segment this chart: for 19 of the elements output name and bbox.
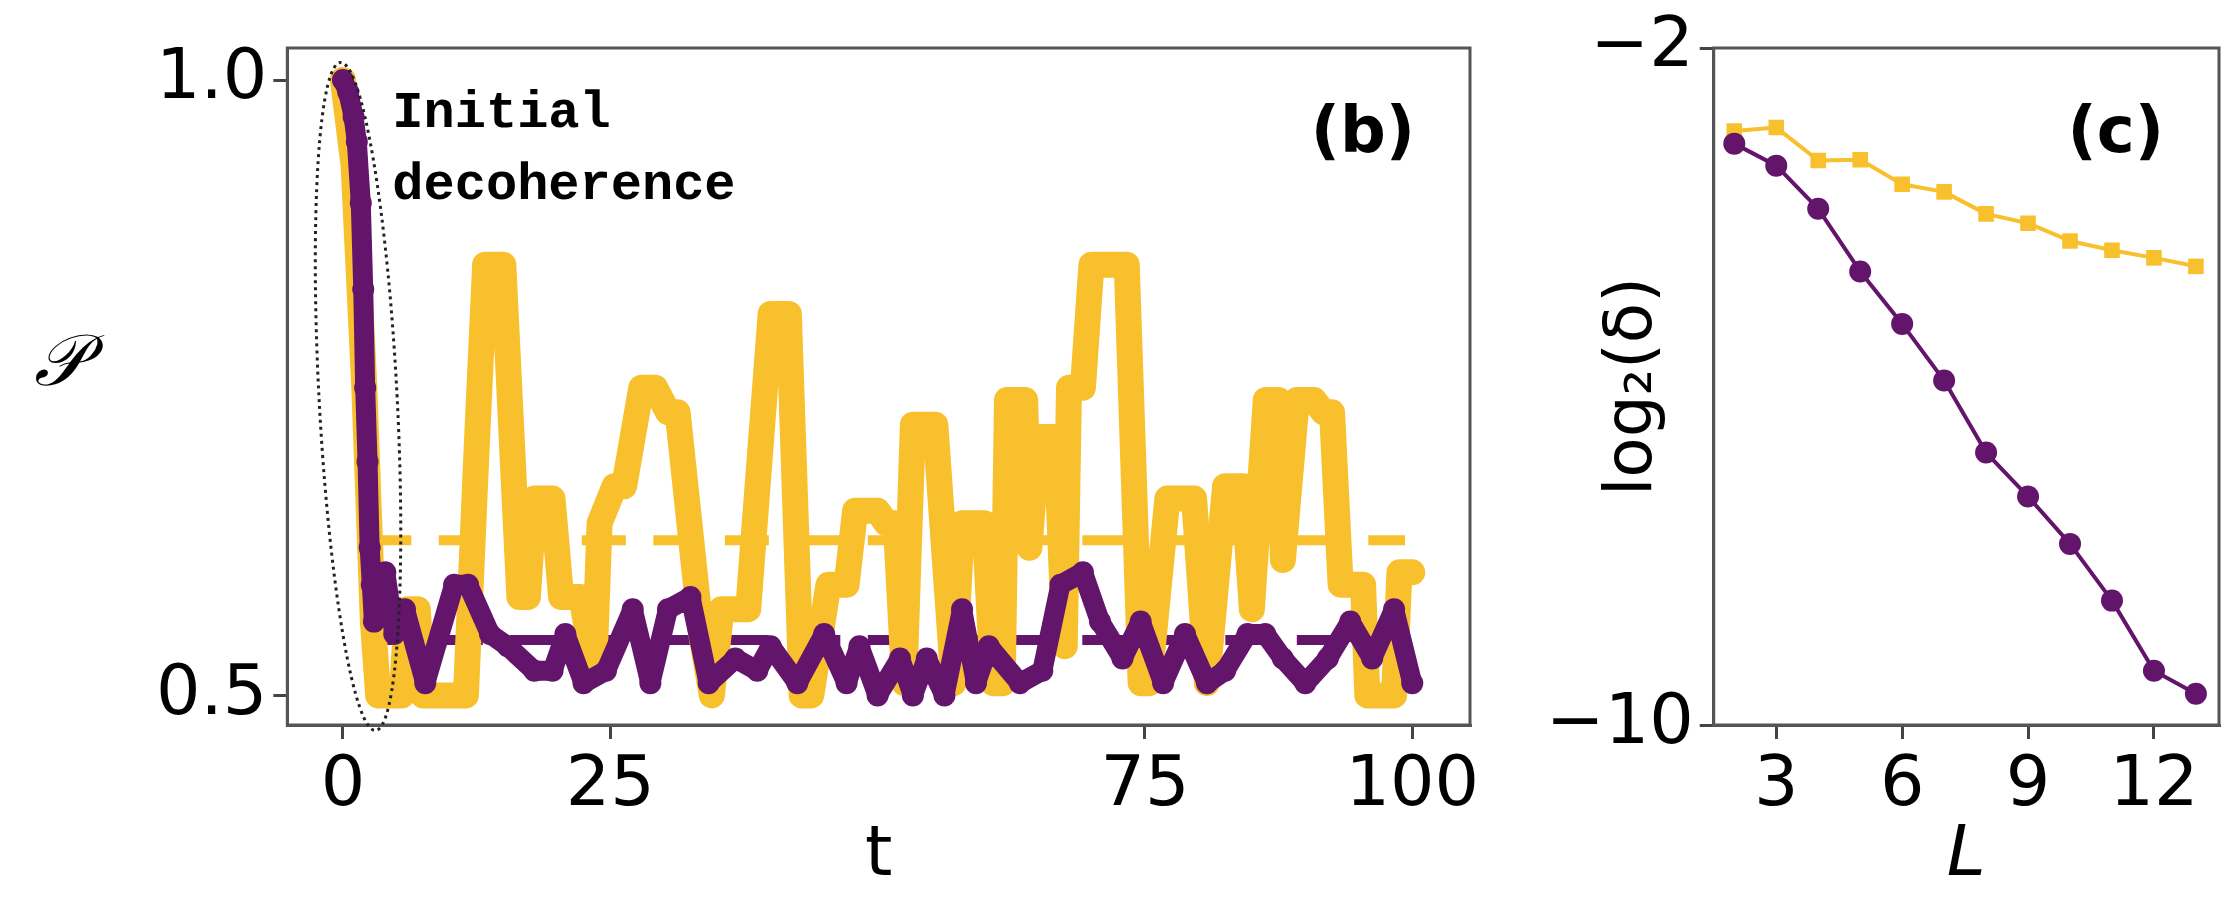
x-tick-label: 9	[2005, 740, 2051, 823]
x-axis-title: t	[864, 810, 893, 893]
x-tick-label: 75	[1100, 740, 1190, 823]
y-tick-label: 1.0	[156, 33, 268, 116]
y-axis-title: log₂(δ)	[1589, 277, 1667, 496]
y-axis-title: 𝒫	[34, 318, 105, 403]
y-tick-label: −2	[1590, 1, 1694, 84]
x-axis-title: L	[1946, 810, 1986, 893]
text: (c)	[2067, 92, 2164, 167]
x-tick-label: 25	[565, 740, 655, 823]
x-tick-label: 6	[1879, 740, 1925, 823]
text: (b)	[1310, 92, 1415, 167]
annotation: Initial decoherence	[392, 84, 736, 216]
x-tick-label: 0	[320, 740, 366, 823]
x-tick-label: 100	[1345, 740, 1480, 823]
y-tick-label: 0.5	[156, 648, 268, 731]
x-tick-label: 12	[2109, 740, 2199, 823]
y-tick-label: −10	[1545, 678, 1694, 761]
x-tick-label: 3	[1753, 740, 1799, 823]
